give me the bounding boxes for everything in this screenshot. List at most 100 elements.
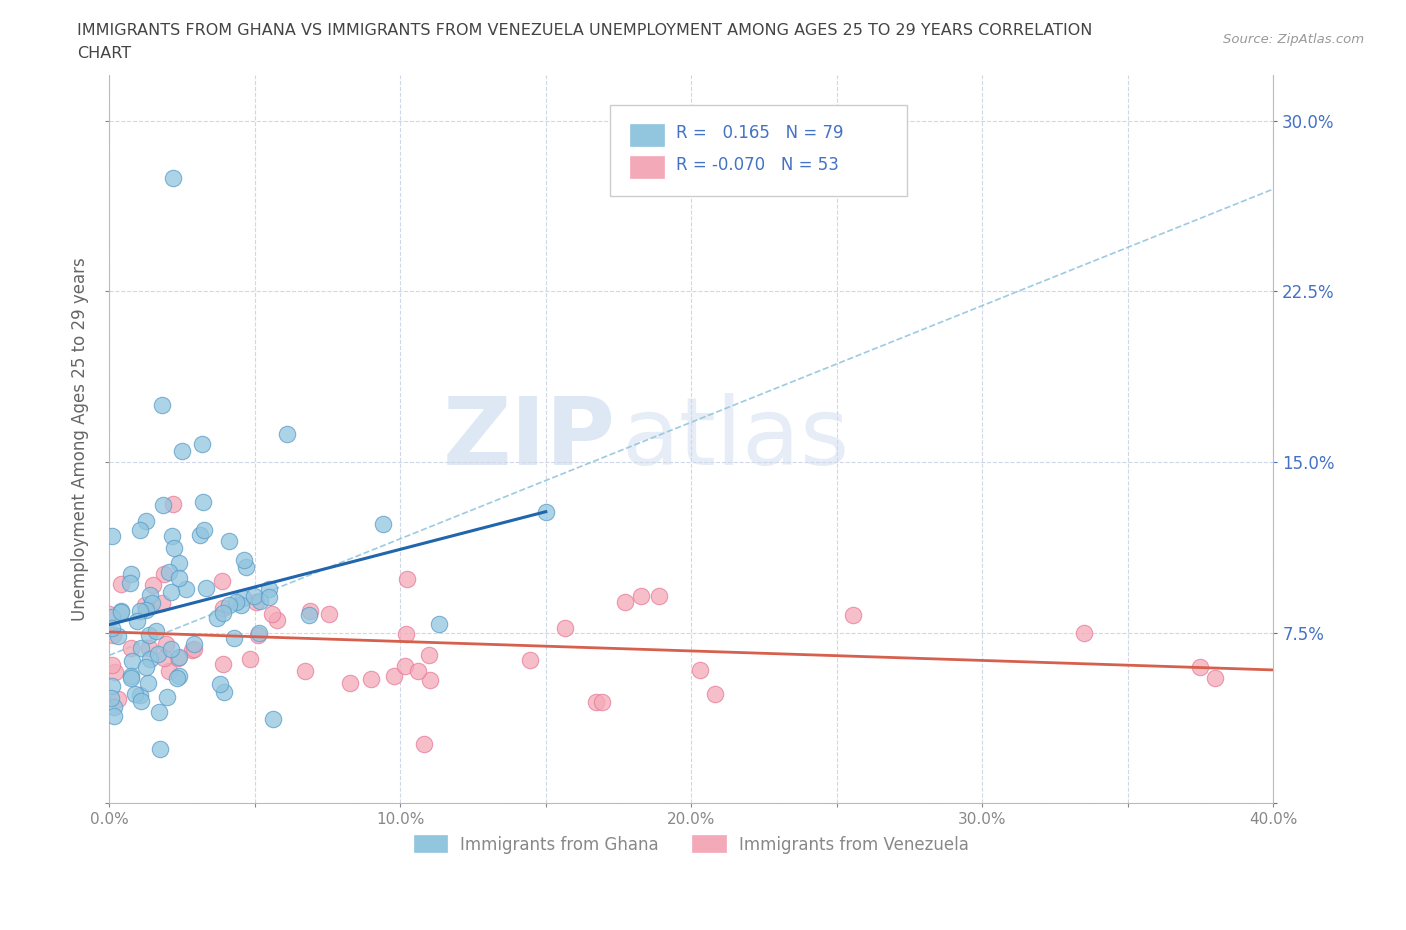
- Point: [1204, 671, 1226, 685]
- Point: [146, 646, 169, 661]
- Point: [1073, 625, 1095, 640]
- Point: [585, 695, 607, 710]
- Point: [294, 664, 316, 679]
- Point: [427, 617, 450, 631]
- Text: atlas: atlas: [621, 393, 849, 485]
- Point: [104, 665, 127, 680]
- Point: [630, 589, 652, 604]
- Point: [172, 444, 194, 458]
- Point: [249, 593, 271, 608]
- Point: [222, 630, 245, 644]
- Point: [235, 560, 257, 575]
- Point: [183, 642, 205, 657]
- Point: [136, 675, 159, 690]
- Point: [1189, 659, 1212, 674]
- Point: [121, 653, 143, 668]
- Point: [139, 651, 162, 666]
- Point: [232, 591, 254, 605]
- Point: [174, 582, 197, 597]
- Point: [243, 589, 266, 604]
- Point: [276, 427, 298, 442]
- Point: [167, 571, 190, 586]
- Point: [218, 534, 240, 549]
- Point: [266, 613, 288, 628]
- Point: [262, 711, 284, 726]
- Point: [193, 523, 215, 538]
- Y-axis label: Unemployment Among Ages 25 to 29 years: Unemployment Among Ages 25 to 29 years: [72, 258, 89, 621]
- Point: [247, 626, 270, 641]
- Point: [153, 566, 176, 581]
- Point: [218, 597, 240, 612]
- Bar: [630, 156, 665, 178]
- Point: [842, 607, 865, 622]
- Point: [382, 669, 405, 684]
- Point: [155, 636, 177, 651]
- Point: [160, 529, 183, 544]
- Point: [298, 607, 321, 622]
- Point: [614, 594, 637, 609]
- Point: [191, 495, 214, 510]
- Text: ZIP: ZIP: [443, 393, 616, 485]
- Point: [159, 642, 181, 657]
- Point: [103, 700, 125, 715]
- Text: IMMIGRANTS FROM GHANA VS IMMIGRANTS FROM VENEZUELA UNEMPLOYMENT AMONG AGES 25 TO: IMMIGRANTS FROM GHANA VS IMMIGRANTS FROM…: [77, 23, 1092, 38]
- Point: [534, 505, 557, 520]
- Point: [98, 607, 121, 622]
- Legend: Immigrants from Ghana, Immigrants from Venezuela: Immigrants from Ghana, Immigrants from V…: [406, 829, 976, 860]
- Point: [166, 671, 188, 685]
- Point: [167, 669, 190, 684]
- Point: [100, 690, 122, 705]
- Point: [150, 398, 173, 413]
- Point: [167, 649, 190, 664]
- Point: [239, 651, 262, 666]
- Point: [299, 604, 322, 618]
- Point: [145, 624, 167, 639]
- Point: [231, 597, 253, 612]
- Point: [519, 652, 541, 667]
- Point: [142, 578, 165, 592]
- Point: [138, 641, 160, 656]
- Point: [418, 647, 440, 662]
- Point: [212, 656, 235, 671]
- Point: [419, 673, 441, 688]
- Point: [360, 672, 382, 687]
- Point: [101, 627, 124, 642]
- Point: [120, 671, 142, 685]
- Point: [139, 587, 162, 602]
- Point: [110, 604, 132, 619]
- Point: [131, 640, 153, 655]
- Bar: [630, 125, 665, 146]
- Point: [180, 643, 202, 658]
- Point: [205, 611, 228, 626]
- Point: [208, 677, 231, 692]
- Point: [188, 527, 211, 542]
- Point: [129, 687, 152, 702]
- Point: [135, 659, 157, 674]
- Point: [194, 580, 217, 595]
- Point: [406, 664, 429, 679]
- Point: [157, 663, 180, 678]
- Point: [120, 641, 142, 656]
- Point: [211, 574, 233, 589]
- Point: [118, 576, 141, 591]
- Point: [191, 437, 214, 452]
- Point: [183, 637, 205, 652]
- Point: [101, 610, 124, 625]
- Point: [103, 709, 125, 724]
- Point: [371, 516, 394, 531]
- Point: [245, 594, 267, 609]
- Point: [149, 741, 172, 756]
- Point: [152, 650, 174, 665]
- Point: [138, 628, 160, 643]
- Point: [689, 663, 711, 678]
- Point: [101, 679, 124, 694]
- Point: [247, 627, 270, 642]
- Point: [134, 597, 156, 612]
- Point: [128, 523, 150, 538]
- Point: [107, 691, 129, 706]
- Point: [318, 606, 340, 621]
- Point: [125, 614, 148, 629]
- Point: [160, 584, 183, 599]
- Point: [101, 529, 124, 544]
- Point: [129, 693, 152, 708]
